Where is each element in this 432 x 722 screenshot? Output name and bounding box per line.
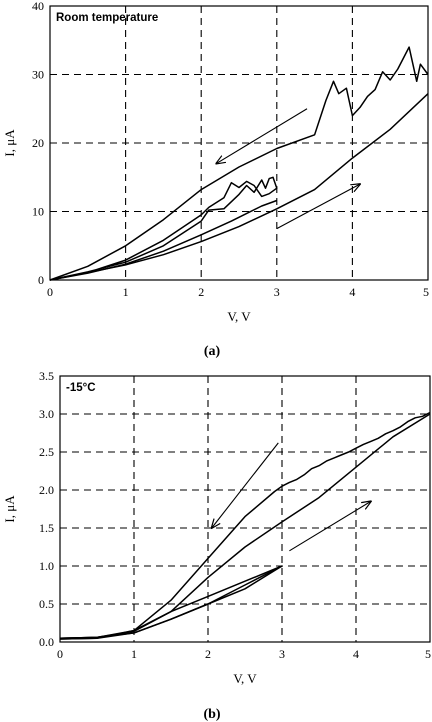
x-tick-label: 1 [123, 285, 129, 299]
y-tick-label: 2.5 [39, 445, 54, 459]
x-axis-label: V, V [233, 671, 257, 686]
x-tick-labels: 0 1 2 3 4 5 [57, 647, 431, 661]
panel-caption: (b) [203, 707, 220, 722]
series-line [49, 176, 278, 281]
y-tick-labels: 0 10 20 30 40 [32, 0, 44, 287]
y-tick-label: 20 [32, 136, 44, 150]
panel-caption: (a) [204, 344, 221, 359]
y-tick-label: 40 [32, 0, 44, 13]
series-line [59, 565, 283, 639]
x-tick-label: 0 [57, 647, 63, 661]
x-tick-label: 2 [205, 647, 211, 661]
x-tick-label: 5 [425, 647, 431, 661]
x-tick-label: 3 [274, 285, 280, 299]
series-lines [59, 411, 431, 640]
direction-arrows [216, 108, 360, 230]
direction-arrow [289, 501, 370, 552]
series-line [49, 46, 429, 281]
x-tick-label: 1 [131, 647, 137, 661]
grid-lines [60, 376, 430, 642]
y-tick-label: 1.0 [39, 559, 54, 573]
y-tick-label: 0.0 [39, 635, 54, 649]
panel-label: Room temperature [56, 12, 158, 24]
direction-arrows [212, 442, 371, 552]
y-tick-label: 0.5 [39, 597, 54, 611]
series-line [59, 565, 283, 639]
y-tick-label: 1.5 [39, 521, 54, 535]
panel-label: -15°C [66, 382, 96, 394]
y-tick-label: 2.0 [39, 483, 54, 497]
x-tick-label: 5 [423, 285, 429, 299]
plot-frame [49, 5, 429, 281]
direction-arrow [276, 184, 360, 230]
series-line [59, 565, 283, 640]
chart-room-temperature: 0 10 20 30 40 0 1 2 3 4 5 Room temperature V, V I… [2, 0, 429, 359]
y-tick-label: 3.0 [39, 407, 54, 421]
plot-frame [59, 375, 431, 643]
direction-arrow [212, 442, 279, 528]
x-tick-label: 0 [47, 285, 53, 299]
y-tick-label: 30 [32, 68, 44, 82]
y-tick-label: 0 [38, 273, 44, 287]
chart-minus-15c: 0.0 0.5 1.0 1.5 2.0 2.5 3.0 3.5 0 1 2 3 4 5 -15°C V,… [2, 369, 431, 722]
series-line [59, 413, 431, 639]
x-tick-label: 3 [279, 647, 285, 661]
series-line [49, 93, 429, 281]
x-tick-label: 2 [198, 285, 204, 299]
x-tick-label: 4 [349, 285, 355, 299]
series-lines [49, 46, 429, 281]
y-tick-label: 3.5 [39, 369, 54, 383]
y-tick-labels: 0.0 0.5 1.0 1.5 2.0 2.5 3.0 3.5 [39, 369, 54, 649]
x-tick-label: 4 [353, 647, 359, 661]
series-line [59, 411, 431, 640]
y-axis-label: I, μA [2, 129, 17, 157]
x-axis-label: V, V [227, 309, 251, 324]
x-tick-labels: 0 1 2 3 4 5 [47, 285, 429, 299]
direction-arrow [216, 108, 308, 164]
y-axis-label: I, μA [2, 495, 17, 523]
y-tick-label: 10 [32, 205, 44, 219]
